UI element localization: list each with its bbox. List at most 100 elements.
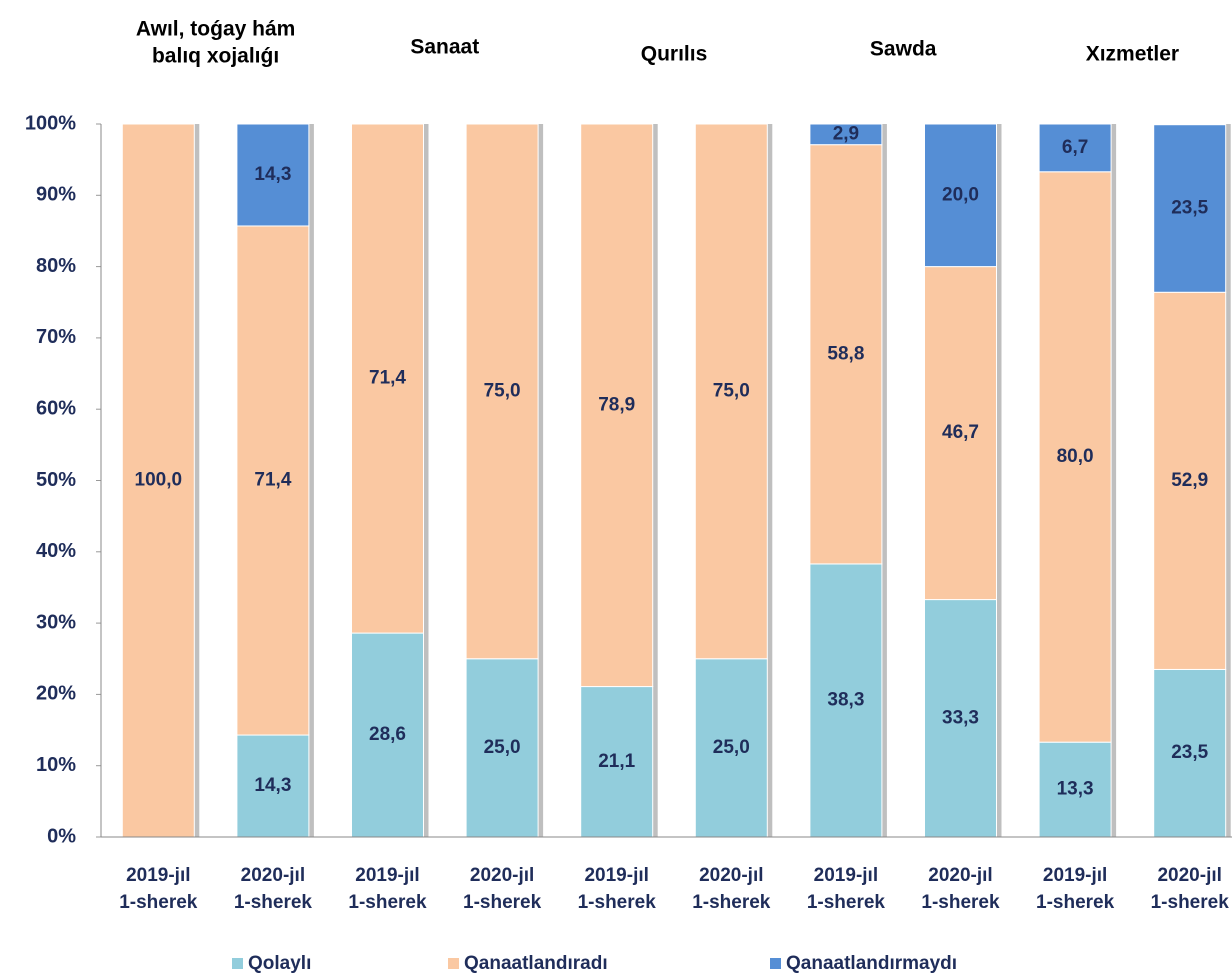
x-tick-label: 2020-jıl bbox=[470, 865, 534, 886]
x-tick-label: 2019-jıl bbox=[126, 865, 190, 886]
value-label: 75,0 bbox=[713, 380, 750, 401]
x-tick-label: 1-sherek bbox=[463, 892, 542, 913]
value-label: 58,8 bbox=[827, 343, 864, 364]
x-tick-label: 1-sherek bbox=[807, 892, 886, 913]
y-tick-label: 50% bbox=[36, 469, 76, 491]
x-tick-label: 2019-jıl bbox=[1043, 865, 1107, 886]
value-label: 71,4 bbox=[254, 470, 291, 491]
bar-shadow bbox=[1111, 124, 1117, 837]
bar-shadow bbox=[423, 124, 429, 837]
y-tick-label: 70% bbox=[36, 326, 76, 348]
bar-shadow bbox=[996, 124, 1002, 837]
x-tick-label: 1-sherek bbox=[119, 892, 198, 913]
x-tick-label: 1-sherek bbox=[348, 892, 427, 913]
bar-segment bbox=[1153, 668, 1227, 838]
bar-segment bbox=[1038, 171, 1112, 743]
x-tick-label: 2019-jıl bbox=[814, 865, 878, 886]
x-tick-label: 2020-jıl bbox=[928, 865, 992, 886]
bar-segment bbox=[1153, 124, 1227, 293]
group-label: Awıl, toǵay hám bbox=[136, 18, 295, 41]
bar-segment bbox=[694, 658, 768, 838]
bar-shadow bbox=[881, 124, 887, 837]
value-label: 13,3 bbox=[1057, 779, 1094, 800]
group-label: Sanaat bbox=[410, 36, 479, 59]
value-label: 23,5 bbox=[1171, 742, 1208, 763]
value-label: 6,7 bbox=[1062, 137, 1088, 158]
x-tick-label: 2020-jıl bbox=[241, 865, 305, 886]
value-label: 33,3 bbox=[942, 707, 979, 728]
group-label: balıq xojalıǵı bbox=[152, 45, 279, 68]
bar-segment bbox=[465, 658, 539, 838]
value-label: 75,0 bbox=[484, 380, 521, 401]
bar-segment bbox=[351, 123, 424, 634]
y-tick-label: 30% bbox=[36, 611, 76, 633]
y-tick-label: 10% bbox=[36, 754, 76, 776]
bar-shadow bbox=[194, 124, 200, 837]
x-tick-label: 2020-jıl bbox=[699, 865, 763, 886]
value-label: 21,1 bbox=[598, 751, 635, 772]
legend-swatch bbox=[448, 958, 459, 969]
bar-segment bbox=[351, 632, 424, 838]
x-tick-label: 1-sherek bbox=[692, 892, 771, 913]
y-tick-label: 60% bbox=[36, 397, 76, 419]
value-label: 20,0 bbox=[942, 184, 979, 205]
group-label: Xızmetler bbox=[1086, 43, 1179, 66]
y-tick-label: 40% bbox=[36, 540, 76, 562]
y-tick-label: 20% bbox=[36, 683, 76, 705]
value-label: 78,9 bbox=[598, 394, 635, 415]
value-label: 80,0 bbox=[1057, 446, 1094, 467]
bar-shadow bbox=[652, 124, 658, 837]
x-tick-label: 1-sherek bbox=[234, 892, 313, 913]
x-tick-label: 2020-jıl bbox=[1157, 865, 1221, 886]
value-label: 38,3 bbox=[827, 689, 864, 710]
group-label: Qurılıs bbox=[641, 43, 708, 66]
value-label: 28,6 bbox=[369, 724, 406, 745]
bar-segment bbox=[1153, 291, 1227, 670]
bar-segment bbox=[236, 123, 310, 227]
bar-segment bbox=[236, 734, 310, 838]
bar-segment bbox=[924, 599, 997, 838]
bar-segment bbox=[580, 123, 654, 688]
bar-segment bbox=[924, 123, 997, 268]
legend-label: Qolaylı bbox=[248, 953, 311, 974]
x-tick-label: 1-sherek bbox=[921, 892, 1000, 913]
legend-swatch bbox=[232, 958, 243, 969]
x-tick-label: 1-sherek bbox=[1036, 892, 1115, 913]
value-label: 71,4 bbox=[369, 368, 406, 389]
x-tick-label: 1-sherek bbox=[1151, 892, 1230, 913]
value-label: 23,5 bbox=[1171, 198, 1208, 219]
legend-swatch bbox=[770, 958, 781, 969]
value-label: 14,3 bbox=[254, 775, 291, 796]
bar-segment bbox=[121, 123, 195, 838]
x-tick-label: 2019-jıl bbox=[355, 865, 419, 886]
legend-label: Qanaatlandıradı bbox=[464, 953, 608, 974]
bar-segment bbox=[1038, 123, 1112, 173]
value-label: 25,0 bbox=[713, 737, 750, 758]
bar-shadow bbox=[308, 124, 314, 837]
bar-segment bbox=[809, 563, 883, 838]
bar-shadow bbox=[1225, 124, 1231, 837]
y-tick-label: 0% bbox=[47, 825, 76, 847]
y-tick-label: 100% bbox=[25, 112, 76, 134]
value-label: 52,9 bbox=[1171, 470, 1208, 491]
bar-shadow bbox=[538, 124, 544, 837]
group-label: Sawda bbox=[870, 38, 937, 61]
value-label: 100,0 bbox=[135, 470, 183, 491]
value-label: 25,0 bbox=[484, 737, 521, 758]
bar-segment bbox=[465, 123, 539, 660]
value-label: 2,9 bbox=[833, 123, 859, 144]
bar-segment bbox=[236, 225, 310, 736]
x-tick-label: 2019-jıl bbox=[584, 865, 648, 886]
bar-segment bbox=[924, 266, 997, 601]
y-tick-label: 80% bbox=[36, 255, 76, 277]
value-label: 46,7 bbox=[942, 422, 979, 443]
bar-segment bbox=[809, 144, 883, 565]
bar-segment bbox=[580, 686, 654, 838]
y-tick-label: 90% bbox=[36, 184, 76, 206]
x-tick-label: 1-sherek bbox=[578, 892, 657, 913]
legend-label: Qanaatlandırmaydı bbox=[786, 953, 957, 974]
value-label: 14,3 bbox=[254, 164, 291, 185]
bar-shadow bbox=[767, 124, 773, 837]
bar-segment bbox=[809, 123, 883, 146]
